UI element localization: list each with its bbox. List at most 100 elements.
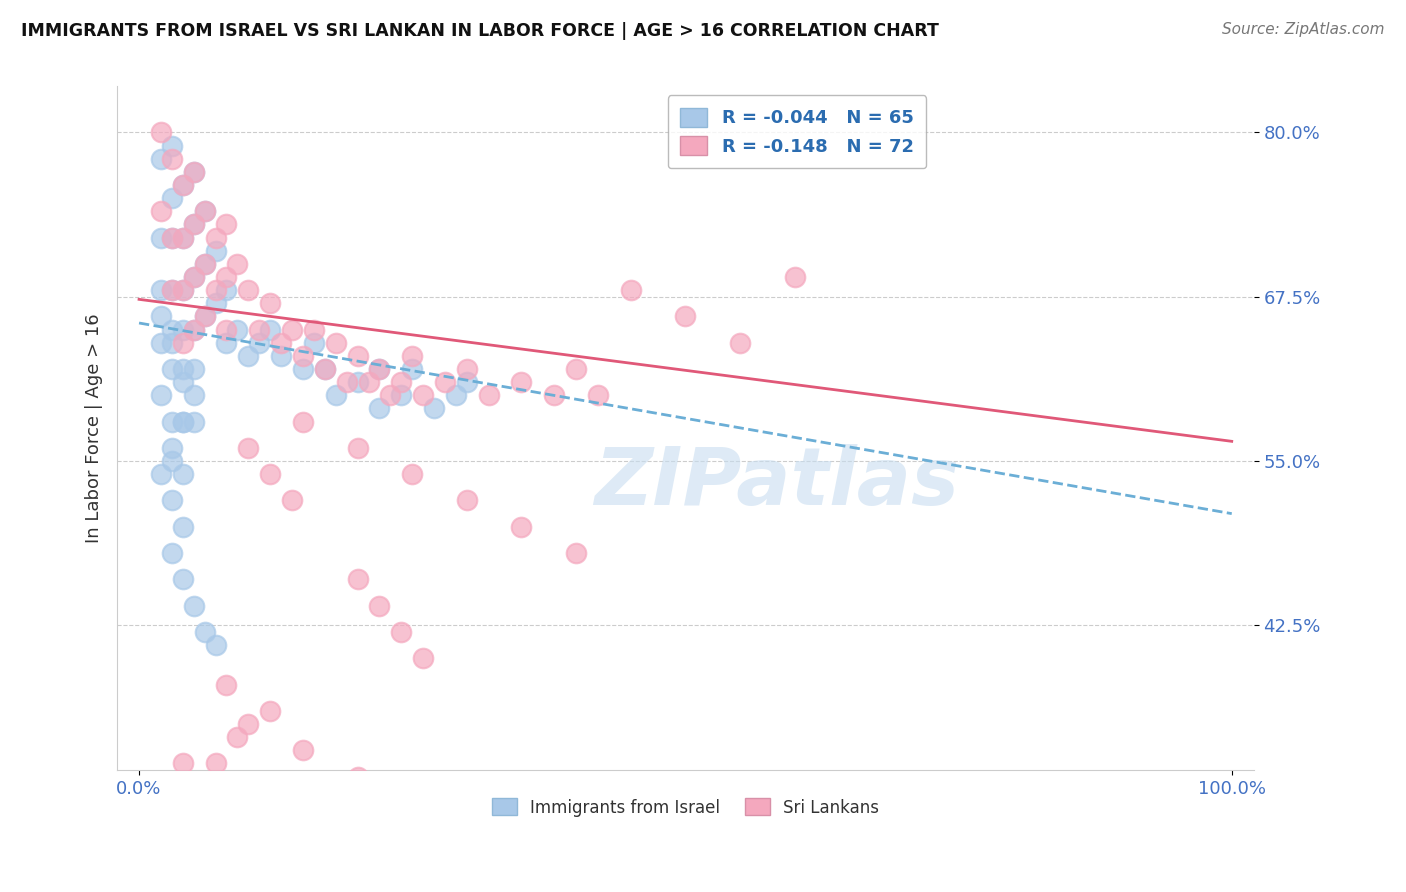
Point (194, 257, 217, 271)
Point (401, 362, 423, 376)
Point (160, 493, 183, 508)
Point (673, 310, 696, 324)
Point (172, 362, 194, 376)
Point (183, 782, 205, 797)
Point (291, 349, 314, 363)
Point (183, 218, 205, 232)
Point (160, 335, 183, 350)
Point (302, 322, 325, 336)
Point (543, 388, 565, 402)
Point (226, 730, 249, 744)
Point (204, 244, 226, 258)
Point (423, 401, 446, 416)
Point (259, 322, 281, 336)
Point (172, 178, 194, 192)
Point (368, 599, 391, 613)
Point (456, 493, 478, 508)
Point (139, 782, 162, 797)
Point (215, 335, 238, 350)
Point (510, 520, 533, 534)
Point (346, 770, 368, 784)
Point (412, 388, 434, 402)
Point (183, 322, 205, 336)
Point (238, 283, 260, 297)
Point (357, 375, 380, 389)
Point (172, 230, 194, 244)
Point (149, 467, 172, 482)
Point (183, 362, 205, 376)
Point (172, 520, 194, 534)
Text: Source: ZipAtlas.com: Source: ZipAtlas.com (1222, 22, 1385, 37)
Point (149, 283, 172, 297)
Point (204, 638, 226, 652)
Point (172, 322, 194, 336)
Point (728, 335, 751, 350)
Point (226, 322, 249, 336)
Point (172, 573, 194, 587)
Point (325, 335, 347, 350)
Point (172, 467, 194, 482)
Point (172, 283, 194, 297)
Point (183, 322, 205, 336)
Point (346, 441, 368, 455)
Point (314, 362, 336, 376)
Point (172, 230, 194, 244)
Point (172, 283, 194, 297)
Legend: Immigrants from Israel, Sri Lankans: Immigrants from Israel, Sri Lankans (485, 792, 886, 823)
Point (160, 362, 183, 376)
Point (149, 152, 172, 166)
Point (194, 257, 217, 271)
Point (783, 270, 806, 285)
Point (160, 138, 183, 153)
Point (434, 375, 457, 389)
Point (172, 335, 194, 350)
Point (238, 441, 260, 455)
Point (149, 204, 172, 219)
Point (183, 415, 205, 429)
Point (172, 178, 194, 192)
Point (204, 756, 226, 771)
Point (389, 388, 412, 402)
Point (620, 283, 643, 297)
Point (183, 218, 205, 232)
Point (412, 651, 434, 665)
Point (586, 388, 609, 402)
Point (259, 296, 281, 310)
Point (160, 322, 183, 336)
Point (194, 204, 217, 219)
Point (368, 362, 391, 376)
Point (183, 270, 205, 285)
Point (194, 310, 217, 324)
Point (160, 230, 183, 244)
Point (325, 388, 347, 402)
Point (160, 191, 183, 205)
Point (380, 388, 402, 402)
Point (368, 362, 391, 376)
Point (149, 230, 172, 244)
Point (183, 165, 205, 179)
Point (346, 349, 368, 363)
Point (291, 743, 314, 757)
Point (160, 283, 183, 297)
Point (194, 204, 217, 219)
Point (444, 388, 467, 402)
Point (247, 335, 270, 350)
Point (346, 573, 368, 587)
Point (160, 230, 183, 244)
Point (291, 415, 314, 429)
Point (215, 677, 238, 691)
Point (291, 362, 314, 376)
Point (456, 375, 478, 389)
Text: ZIPatlas: ZIPatlas (593, 444, 959, 522)
Point (226, 257, 249, 271)
Point (346, 375, 368, 389)
Point (259, 704, 281, 718)
Point (215, 283, 238, 297)
Point (215, 218, 238, 232)
Y-axis label: In Labor Force | Age > 16: In Labor Force | Age > 16 (86, 313, 103, 543)
Point (510, 375, 533, 389)
Point (149, 335, 172, 350)
Point (478, 388, 501, 402)
Point (149, 310, 172, 324)
Point (194, 624, 217, 639)
